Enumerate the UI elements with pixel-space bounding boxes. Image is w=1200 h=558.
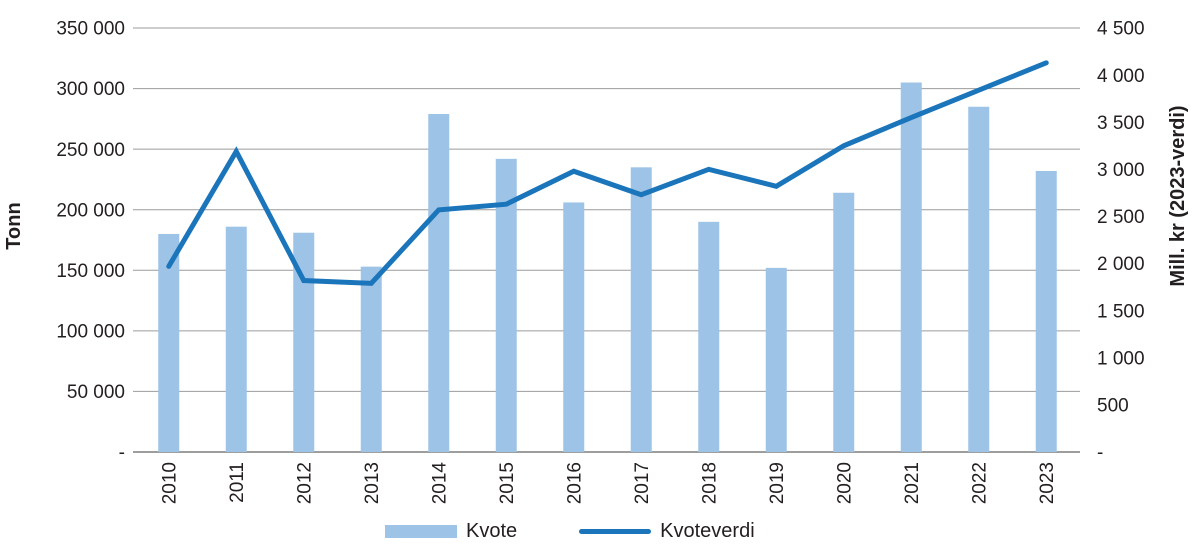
bar-2022[interactable] xyxy=(968,106,990,452)
x-axis-label-2017: 2017 xyxy=(632,462,653,504)
x-axis-label-2016: 2016 xyxy=(564,462,585,504)
left-axis-tick-label: 350 000 xyxy=(56,19,125,40)
right-axis-tick-label: 4 500 xyxy=(1097,19,1145,40)
x-axis-label-2021: 2021 xyxy=(902,462,923,504)
kvote-bar-swatch xyxy=(385,524,457,538)
left-axis-tick-label: 250 000 xyxy=(56,140,125,161)
bar-2013[interactable] xyxy=(360,266,382,452)
x-axis-label-2023: 2023 xyxy=(1037,462,1058,504)
left-axis-tick-label: 100 000 xyxy=(56,322,125,343)
legend-item-kvoteverdi[interactable]: Kvoteverdi xyxy=(579,521,755,541)
left-axis-tick-label: 200 000 xyxy=(56,200,125,221)
legend-label-kvote: Kvote xyxy=(466,520,518,542)
x-axis-label-2019: 2019 xyxy=(767,462,788,504)
bar-2010[interactable] xyxy=(158,233,180,452)
right-axis-tick-label: 3 500 xyxy=(1097,113,1145,134)
right-axis-tick-label: 4 000 xyxy=(1097,66,1145,87)
kvoteverdi-line-swatch xyxy=(579,528,652,534)
bar-2018[interactable] xyxy=(698,221,720,452)
right-axis-tick-label: - xyxy=(1097,443,1103,464)
right-axis-title: Mill. kr (2023-verdi) xyxy=(1167,105,1189,286)
bar-2014[interactable] xyxy=(428,114,450,453)
bar-2011[interactable] xyxy=(225,226,247,452)
x-axis-label-2013: 2013 xyxy=(362,462,383,504)
right-axis-tick-label: 1 000 xyxy=(1097,348,1145,369)
left-axis-tick-label: 50 000 xyxy=(67,382,125,403)
legend-item-kvote[interactable]: Kvote xyxy=(385,521,517,541)
bar-2019[interactable] xyxy=(765,267,787,452)
left-axis-tick-label: - xyxy=(119,443,125,464)
right-axis-tick-label: 2 000 xyxy=(1097,254,1145,275)
legend-label-kvoteverdi: Kvoteverdi xyxy=(660,520,755,542)
left-axis-title: Tonn xyxy=(3,202,25,249)
bar-2016[interactable] xyxy=(563,202,585,452)
right-axis-tick-label: 500 xyxy=(1097,396,1129,417)
x-axis-label-2015: 2015 xyxy=(497,462,518,504)
right-axis-tick-label: 2 500 xyxy=(1097,207,1145,228)
bar-2017[interactable] xyxy=(630,167,652,453)
chart-legend: Kvote Kvoteverdi xyxy=(385,521,755,541)
right-axis-tick-label: 1 500 xyxy=(1097,301,1145,322)
x-axis-label-2010: 2010 xyxy=(159,462,180,504)
x-axis-label-2012: 2012 xyxy=(294,462,315,504)
x-axis-label-2020: 2020 xyxy=(834,462,855,504)
bar-2023[interactable] xyxy=(1035,170,1057,452)
bar-2021[interactable] xyxy=(900,82,922,452)
left-axis-tick-label: 300 000 xyxy=(56,79,125,100)
bar-2015[interactable] xyxy=(495,158,517,452)
line-kvoteverdi[interactable] xyxy=(166,60,1049,286)
bar-2020[interactable] xyxy=(833,192,855,453)
x-axis-label-2018: 2018 xyxy=(699,462,720,504)
bar-2012[interactable] xyxy=(293,232,315,452)
left-axis-tick-label: 150 000 xyxy=(56,261,125,282)
x-axis-label-2022: 2022 xyxy=(969,462,990,504)
x-axis-label-2011: 2011 xyxy=(227,462,248,503)
right-axis-tick-label: 3 000 xyxy=(1097,160,1145,181)
x-axis-label-2014: 2014 xyxy=(429,462,450,505)
